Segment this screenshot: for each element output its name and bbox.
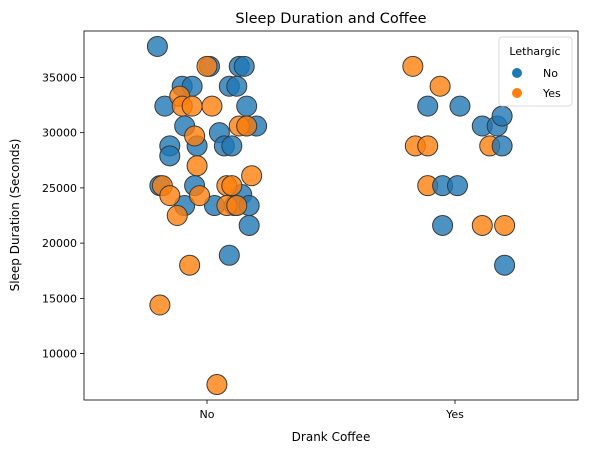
- legend: Lethargic No Yes: [498, 36, 573, 107]
- data-point-yes: [196, 55, 218, 77]
- data-point-yes: [221, 175, 243, 197]
- y-tick-label: 30000: [42, 127, 77, 140]
- data-point-no: [491, 105, 513, 127]
- y-tick-label: 15000: [42, 292, 77, 305]
- data-point-yes: [471, 214, 493, 236]
- chart-title: Sleep Duration and Coffee: [235, 11, 426, 27]
- data-point-yes: [149, 294, 171, 316]
- data-point-yes: [236, 115, 258, 137]
- data-point-yes: [226, 195, 248, 217]
- x-axis-label: Drank Coffee: [292, 430, 371, 444]
- legend-marker-yes: [512, 88, 522, 98]
- y-axis-ticks: 10000 15000 20000 25000 30000 35000: [42, 71, 84, 361]
- data-point-yes: [417, 135, 439, 157]
- legend-label-no: No: [543, 67, 558, 80]
- data-point-yes: [159, 185, 181, 207]
- data-point-yes: [186, 155, 208, 177]
- y-tick-label: 20000: [42, 237, 77, 250]
- data-point-yes: [181, 95, 203, 117]
- data-point-no: [159, 145, 181, 167]
- data-point-no: [446, 175, 468, 197]
- data-point-yes: [206, 374, 228, 396]
- data-point-no: [238, 214, 260, 236]
- data-point-no: [146, 35, 168, 57]
- x-tick-label: Yes: [445, 408, 464, 421]
- data-point-yes: [179, 254, 201, 276]
- data-point-yes: [184, 125, 206, 147]
- data-point-no: [221, 135, 243, 157]
- data-point-yes: [201, 95, 223, 117]
- data-point-no: [417, 95, 439, 117]
- data-point-no: [494, 254, 516, 276]
- data-point-no: [226, 75, 248, 97]
- data-point-no: [218, 244, 240, 266]
- y-tick-label: 35000: [42, 71, 77, 84]
- data-point-yes: [189, 185, 211, 207]
- plot-frame: [83, 30, 579, 401]
- data-point-yes: [494, 214, 516, 236]
- legend-label-yes: Yes: [542, 87, 561, 100]
- data-point-yes: [241, 165, 263, 187]
- data-point-yes: [429, 75, 451, 97]
- data-point-no: [233, 55, 255, 77]
- data-point-no: [449, 95, 471, 117]
- data-point-yes: [166, 205, 188, 226]
- data-point-no: [236, 95, 258, 117]
- x-tick-label: No: [200, 408, 215, 421]
- y-axis-label: Sleep Duration (Seconds): [8, 139, 22, 292]
- data-points: [146, 35, 516, 396]
- data-point-no: [491, 135, 513, 157]
- legend-marker-no: [512, 68, 522, 78]
- data-point-yes: [402, 55, 424, 77]
- legend-title: Lethargic: [509, 45, 560, 58]
- data-point-no: [432, 214, 454, 236]
- y-tick-label: 25000: [42, 182, 77, 195]
- y-tick-label: 10000: [42, 348, 77, 361]
- x-axis-ticks: No Yes: [200, 400, 464, 421]
